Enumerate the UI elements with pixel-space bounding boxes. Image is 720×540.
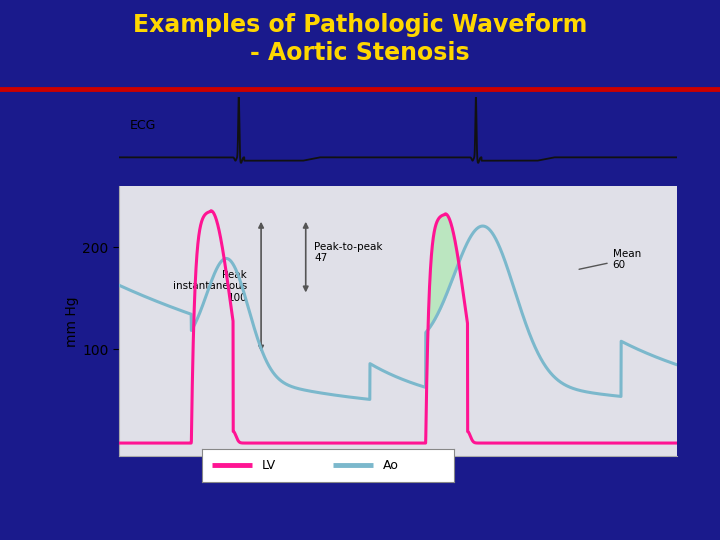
Text: LV: LV <box>262 459 276 472</box>
Text: Peak
instantaneous
100: Peak instantaneous 100 <box>173 269 247 303</box>
Text: Ao: Ao <box>383 459 399 472</box>
Y-axis label: mm Hg: mm Hg <box>66 296 79 347</box>
Text: Mean
60: Mean 60 <box>613 249 641 271</box>
Text: Peak-to-peak
47: Peak-to-peak 47 <box>314 242 382 264</box>
Text: Examples of Pathologic Waveform
- Aortic Stenosis: Examples of Pathologic Waveform - Aortic… <box>132 13 588 65</box>
Text: ECG: ECG <box>130 119 156 132</box>
